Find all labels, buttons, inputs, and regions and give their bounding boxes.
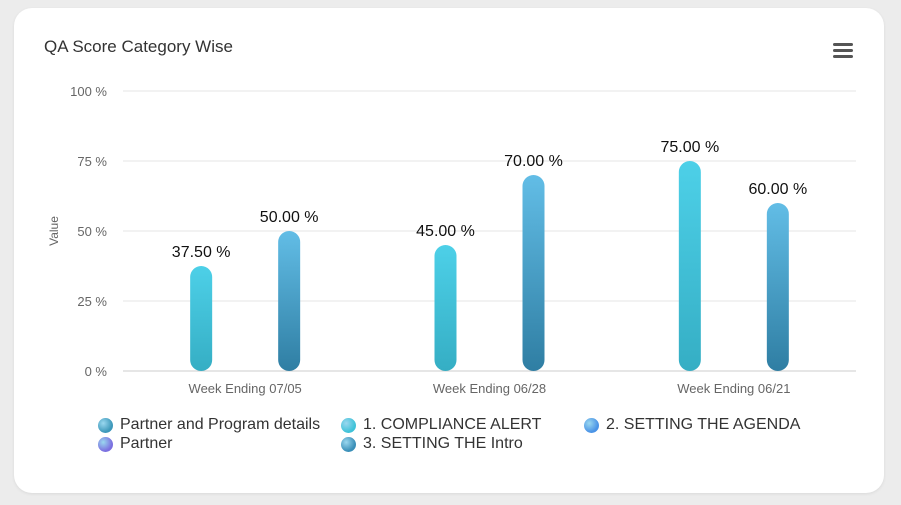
y-tick-label: 50 % bbox=[77, 224, 107, 239]
x-tick-label: Week Ending 06/21 bbox=[677, 381, 790, 396]
bar-compliance-alert bbox=[434, 245, 457, 371]
legend-label: 2. SETTING THE AGENDA bbox=[606, 416, 801, 433]
data-label: 45.00 % bbox=[416, 223, 475, 240]
legend-marker-icon bbox=[584, 417, 599, 433]
y-axis-label: Value bbox=[47, 216, 61, 246]
legend-label: 1. COMPLIANCE ALERT bbox=[363, 416, 542, 433]
bar-setting-the-intro bbox=[522, 175, 545, 371]
data-label: 60.00 % bbox=[748, 181, 807, 198]
legend-marker-icon bbox=[341, 417, 356, 433]
legend-label: Partner and Program details bbox=[120, 416, 321, 433]
legend-marker-icon bbox=[341, 436, 356, 452]
data-label: 75.00 % bbox=[660, 139, 719, 156]
bar-chart: 0 % 25 % 50 % 75 % 100 % Value Week Ending 07/… bbox=[47, 84, 856, 396]
bar-setting-the-intro bbox=[278, 231, 301, 371]
hamburger-menu-icon[interactable] bbox=[833, 43, 853, 59]
legend-item[interactable]: 3. SETTING THE Intro bbox=[341, 435, 523, 453]
legend-label: Partner bbox=[120, 435, 173, 452]
legend-item[interactable]: Partner bbox=[98, 435, 172, 453]
chart-title: QA Score Category Wise bbox=[44, 37, 233, 56]
data-label: 70.00 % bbox=[504, 153, 563, 170]
bar-compliance-alert bbox=[190, 266, 213, 371]
legend-item[interactable]: Partner and Program details bbox=[98, 416, 320, 434]
legend-item[interactable]: 1. COMPLIANCE ALERT bbox=[341, 416, 541, 434]
x-tick-label: Week Ending 06/28 bbox=[433, 381, 546, 396]
x-tick-label: Week Ending 07/05 bbox=[189, 381, 302, 396]
y-tick-label: 75 % bbox=[77, 154, 107, 169]
y-tick-label: 0 % bbox=[85, 364, 108, 379]
legend-item[interactable]: 2. SETTING THE AGENDA bbox=[584, 416, 800, 434]
bar-compliance-alert bbox=[678, 161, 701, 371]
legend-marker-icon bbox=[98, 417, 113, 433]
bar-setting-the-intro bbox=[766, 203, 789, 371]
legend-marker-icon bbox=[98, 436, 113, 452]
legend-label: 3. SETTING THE Intro bbox=[363, 435, 523, 452]
y-tick-label: 25 % bbox=[77, 294, 107, 309]
data-label: 37.50 % bbox=[172, 244, 231, 261]
data-label: 50.00 % bbox=[260, 209, 319, 226]
y-tick-label: 100 % bbox=[70, 84, 107, 99]
chart-card: QA Score Category Wise 0 % 25 % 50 % 75 % 10… bbox=[14, 8, 884, 493]
